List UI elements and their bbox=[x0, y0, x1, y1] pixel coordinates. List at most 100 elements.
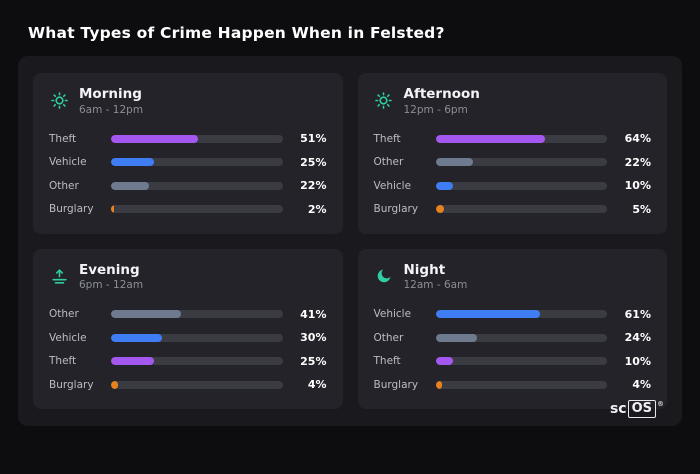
bar-fill bbox=[435, 357, 453, 366]
crime-label: Other bbox=[373, 331, 404, 344]
card-title: Evening bbox=[79, 261, 140, 278]
card-title: Afternoon bbox=[403, 86, 480, 102]
bar-fill bbox=[111, 310, 182, 319]
percent-value: 41% bbox=[300, 307, 327, 321]
registered-mark: ® bbox=[657, 400, 664, 408]
percent-value: 64% bbox=[624, 132, 651, 146]
percent-value: 5% bbox=[632, 202, 651, 216]
crime-label: Burglary bbox=[373, 378, 419, 391]
bar-track bbox=[435, 158, 607, 167]
dashboard-panel: Morning 6am - 12pm Theft 51% Vehicle 25%… bbox=[18, 56, 682, 426]
bar-track bbox=[111, 310, 283, 319]
percent-value: 4% bbox=[632, 378, 651, 392]
crime-label: Theft bbox=[49, 355, 77, 368]
card-morning: Morning 6am - 12pm Theft 51% Vehicle 25%… bbox=[33, 73, 343, 234]
crime-label: Theft bbox=[49, 132, 77, 145]
page-title: What Types of Crime Happen When in Felst… bbox=[28, 24, 445, 42]
percent-value: 10% bbox=[624, 354, 651, 368]
brand-prefix: sc bbox=[609, 401, 627, 417]
bar-row: Other 41% bbox=[49, 304, 327, 324]
crime-label: Theft bbox=[373, 132, 401, 145]
crime-label: Burglary bbox=[373, 203, 419, 216]
bar-row: Other 24% bbox=[374, 328, 652, 348]
bar-fill bbox=[111, 357, 154, 366]
bar-fill bbox=[435, 158, 474, 167]
card-header: Morning 6am - 12pm bbox=[49, 86, 327, 116]
bar-fill bbox=[111, 205, 115, 214]
percent-value: 61% bbox=[624, 307, 651, 321]
crime-label: Other bbox=[49, 179, 79, 192]
bar-row: Vehicle 25% bbox=[49, 152, 327, 172]
percent-value: 51% bbox=[300, 132, 327, 146]
bar-fill bbox=[435, 134, 546, 143]
bar-fill bbox=[111, 380, 118, 389]
percent-value: 10% bbox=[624, 179, 651, 193]
bar-track bbox=[111, 357, 283, 366]
cards-grid: Morning 6am - 12pm Theft 51% Vehicle 25%… bbox=[33, 73, 667, 409]
bar-track bbox=[435, 134, 607, 143]
card-title: Morning bbox=[79, 86, 142, 102]
bar-rows: Vehicle 61% Other 24% Theft 10% Burglary bbox=[374, 304, 652, 399]
crime-label: Burglary bbox=[49, 378, 94, 391]
brand-box: OS bbox=[627, 400, 656, 418]
crime-label: Other bbox=[373, 156, 404, 169]
percent-value: 22% bbox=[624, 155, 651, 169]
bar-row: Other 22% bbox=[49, 176, 327, 196]
card-header-text: Night 12am - 6am bbox=[404, 262, 468, 292]
crime-label: Vehicle bbox=[373, 179, 412, 192]
crime-label: Vehicle bbox=[373, 308, 412, 321]
percent-value: 24% bbox=[624, 331, 651, 345]
crime-label: Other bbox=[49, 308, 79, 321]
bar-track bbox=[111, 134, 283, 143]
bar-track bbox=[111, 333, 283, 342]
bar-row: Theft 25% bbox=[49, 351, 327, 371]
bar-fill bbox=[435, 205, 445, 214]
card-header-text: Evening 6pm - 12am bbox=[79, 262, 143, 292]
card-header: Evening 6pm - 12am bbox=[49, 262, 327, 292]
bar-row: Burglary 5% bbox=[374, 199, 652, 219]
bar-fill bbox=[111, 181, 149, 190]
bar-track bbox=[111, 181, 283, 190]
percent-value: 30% bbox=[300, 331, 327, 345]
bar-fill bbox=[111, 333, 163, 342]
bar-fill bbox=[435, 181, 453, 190]
bar-track bbox=[435, 357, 607, 366]
bar-rows: Theft 64% Other 22% Vehicle 10% Burglary bbox=[374, 129, 652, 224]
card-night: Night 12am - 6am Vehicle 61% Other 24% T… bbox=[357, 248, 667, 409]
bar-row: Vehicle 10% bbox=[374, 176, 652, 196]
bar-row: Theft 51% bbox=[49, 129, 327, 149]
crime-label: Vehicle bbox=[49, 331, 87, 344]
bar-fill bbox=[435, 310, 541, 319]
card-header: Night 12am - 6am bbox=[374, 262, 652, 292]
bar-fill bbox=[435, 380, 443, 389]
bar-fill bbox=[111, 158, 154, 167]
percent-value: 22% bbox=[300, 179, 327, 193]
card-subtitle: 6am - 12pm bbox=[79, 103, 144, 116]
card-evening: Evening 6pm - 12am Other 41% Vehicle 30%… bbox=[33, 248, 343, 409]
percent-value: 25% bbox=[300, 155, 327, 169]
scos-logo: sc OS ® bbox=[610, 400, 664, 418]
bar-track bbox=[435, 205, 607, 214]
sun-icon bbox=[374, 91, 394, 111]
bar-rows: Other 41% Vehicle 30% Theft 25% Burglary bbox=[49, 304, 327, 399]
card-afternoon: Afternoon 12pm - 6pm Theft 64% Other 22%… bbox=[357, 73, 667, 234]
bar-track bbox=[111, 205, 283, 214]
card-title: Night bbox=[403, 261, 446, 278]
bar-row: Theft 10% bbox=[374, 351, 652, 371]
crime-label: Theft bbox=[373, 355, 401, 368]
moon-icon bbox=[374, 266, 394, 286]
card-subtitle: 6pm - 12am bbox=[79, 279, 144, 292]
card-subtitle: 12am - 6am bbox=[403, 279, 468, 292]
bar-row: Burglary 4% bbox=[374, 375, 652, 395]
bar-row: Theft 64% bbox=[374, 129, 652, 149]
percent-value: 25% bbox=[300, 354, 327, 368]
bar-row: Vehicle 61% bbox=[374, 304, 652, 324]
bar-row: Burglary 4% bbox=[49, 375, 327, 395]
bar-track bbox=[435, 333, 607, 342]
bar-track bbox=[111, 158, 283, 167]
bar-fill bbox=[111, 134, 199, 143]
bar-track bbox=[435, 380, 607, 389]
card-header-text: Afternoon 12pm - 6pm bbox=[404, 86, 480, 116]
card-subtitle: 12pm - 6pm bbox=[403, 103, 468, 116]
bar-track bbox=[435, 181, 607, 190]
